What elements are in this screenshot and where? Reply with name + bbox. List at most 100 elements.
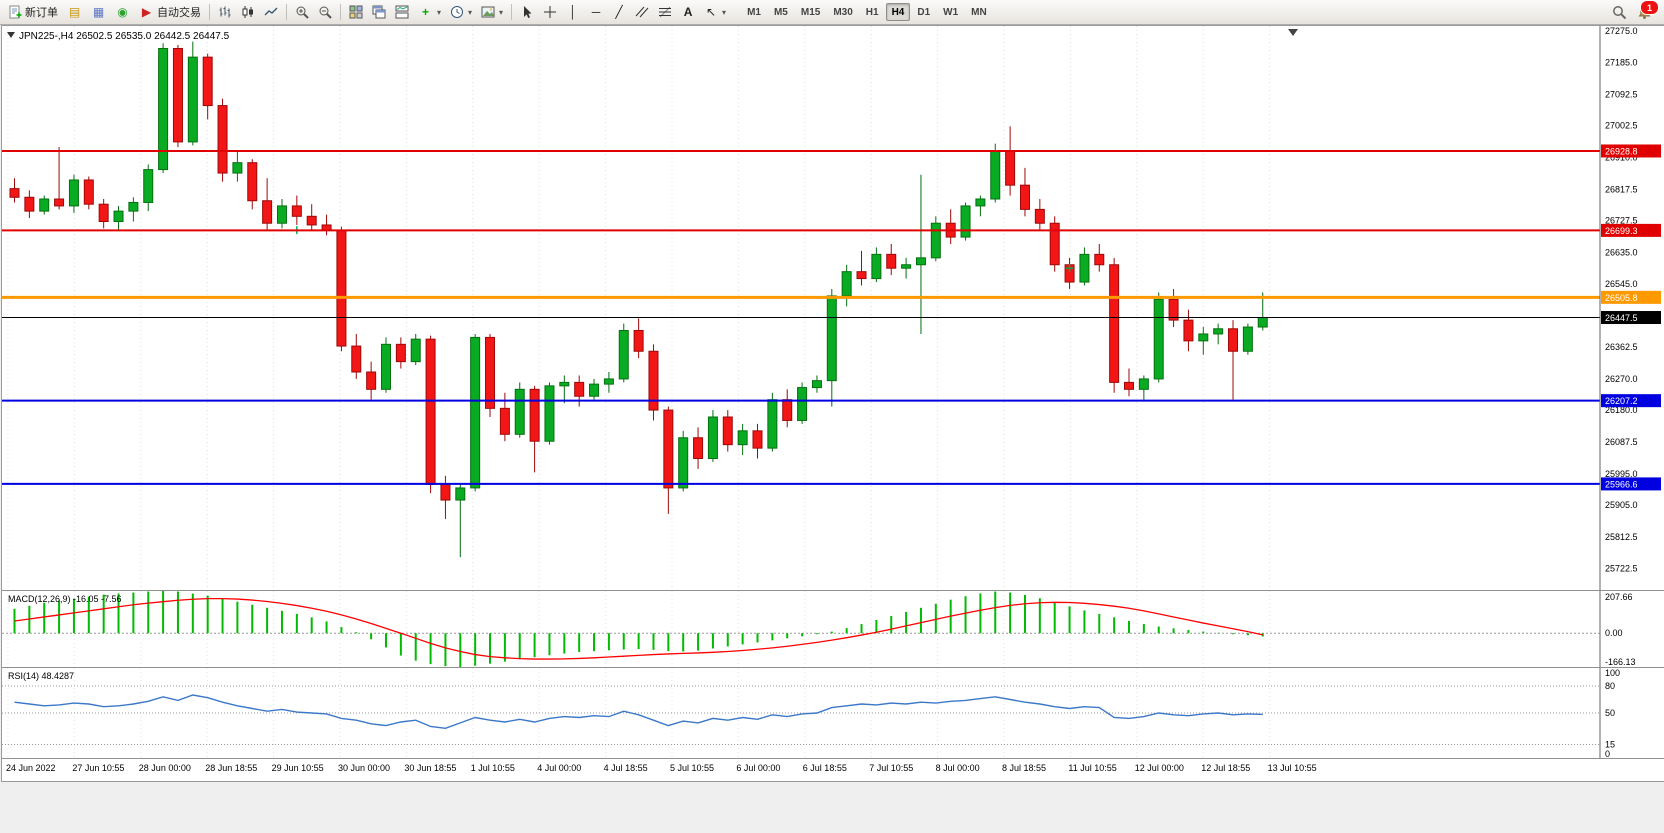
tile-windows-icon [349,5,363,19]
zoom-out-button[interactable] [314,2,336,22]
macd-label: MACD(12,26,9) -16.05 -7.56 [8,594,122,604]
line-chart-icon [264,7,278,16]
svg-text:26699.3: 26699.3 [1605,226,1638,236]
vertical-line-tool-button[interactable]: │ [562,2,584,22]
price-badge [1601,223,1661,237]
arrange-windows-button[interactable] [391,2,413,22]
arrows-tool-button[interactable]: ↖ ▾ [700,2,730,22]
time-axis-label: 6 Jul 00:00 [736,763,781,773]
tile-windows-button[interactable] [345,2,367,22]
trendline-tool-button[interactable]: ╱ [608,2,630,22]
channel-tool-button[interactable] [631,2,653,22]
cascade-windows-icon [372,5,386,19]
svg-text:25905.0: 25905.0 [1605,500,1638,510]
horizontal-line-tool-button[interactable]: ─ [585,2,607,22]
new-order-button[interactable]: 新订单 [4,2,62,22]
notifications-button[interactable]: 1 [1633,0,1659,22]
pane-splitter[interactable] [2,667,1664,668]
svg-text:26270.0: 26270.0 [1605,374,1638,384]
time-axis-label: 12 Jul 00:00 [1134,763,1184,773]
cascade-windows-button[interactable] [368,2,390,22]
chart-shift-marker [1288,29,1298,36]
svg-text:-166.13: -166.13 [1605,657,1636,667]
new-chart-button[interactable]: + ▾ [414,2,445,22]
time-axis-label: 4 Jul 18:55 [603,763,648,773]
tf-m15-button[interactable]: M15 [795,3,826,21]
toolbar: 新订单 ▤ ▦ ◉ ▶ 自动交易 [0,0,1664,25]
time-axis-label: 30 Jun 18:55 [404,763,457,773]
navigator-button[interactable]: ◉ [111,2,134,22]
pane-splitter[interactable] [2,590,1664,591]
template-image-icon [481,6,495,18]
time-axis-label: 28 Jun 00:00 [138,763,191,773]
tf-h1-button[interactable]: H1 [860,3,885,21]
notification-badge: 1 [1640,0,1659,15]
main-chart-pane[interactable]: 27275.0 27185.0 27092.5 27002.5 26910.0 26817… [2,26,1662,590]
new-order-label: 新订单 [25,7,58,19]
data-window-icon: ▦ [92,5,105,19]
time-axis-label: 28 Jun 18:55 [205,763,258,773]
tf-m5-button[interactable]: M5 [768,3,794,21]
macd-pane[interactable]: 207.66 0.00 -166.13 MACD(12,26,9) -16.05 -7… [2,591,1662,667]
text-tool-button[interactable]: A [677,2,699,22]
svg-text:26180.0: 26180.0 [1605,405,1638,415]
chevron-down-icon: ▾ [499,7,504,17]
tf-mn-button[interactable]: MN [965,3,993,21]
time-axis[interactable]: 24 Jun 2022 27 Jun 10:55 28 Jun 00:00 28 Ju… [2,759,1664,781]
price-badge [1601,144,1661,158]
tf-d1-button[interactable]: D1 [911,3,936,21]
line-chart-type-button[interactable] [260,2,282,22]
arrow-icon: ↖ [706,5,717,19]
search-button[interactable] [1608,2,1631,22]
periods-button[interactable]: ▾ [446,2,476,22]
time-axis-label: 6 Jul 18:55 [802,763,847,773]
bar-chart-type-button[interactable] [214,2,236,22]
crosshair-tool-button[interactable] [539,2,561,22]
time-axis-label: 4 Jul 00:00 [537,763,582,773]
svg-text:27185.0: 27185.0 [1605,57,1638,67]
zoom-in-button[interactable] [291,2,313,22]
chevron-down-icon: ▾ [437,7,442,17]
svg-text:25812.5: 25812.5 [1605,532,1638,542]
auto-trading-button[interactable]: ▶ 自动交易 [135,2,205,22]
footer-space [0,784,1664,833]
svg-text:26207.2: 26207.2 [1605,396,1638,406]
timeframe-toolbar: M1 M5 M15 M30 H1 H4 D1 W1 MN [741,3,993,21]
svg-text:25995.0: 25995.0 [1605,469,1638,479]
tf-h4-button[interactable]: H4 [885,3,911,21]
time-axis-label: 8 Jul 18:55 [1002,763,1047,773]
cursor-icon [524,6,532,18]
tf-m1-button[interactable]: M1 [741,3,767,21]
time-axis-label: 27 Jun 10:55 [72,763,125,773]
rsi-pane[interactable]: 100 80 50 150 RSI(14) 48.4287 [2,668,1662,758]
time-axis-label: 5 Jul 10:55 [670,763,715,773]
time-axis-label: 7 Jul 10:55 [869,763,914,773]
toolbar-right: 1 [1608,0,1660,22]
time-axis-label: 24 Jun 2022 [6,763,56,773]
svg-text:26910.0: 26910.0 [1605,152,1638,162]
price-badge [1601,290,1661,304]
price-badge [1601,477,1661,491]
arrange-windows-icon [395,5,409,19]
svg-text:26545.0: 26545.0 [1605,279,1638,289]
candlestick-type-button[interactable] [237,2,259,22]
svg-text:26635.0: 26635.0 [1605,248,1638,258]
time-axis-label: 30 Jun 00:00 [338,763,391,773]
time-axis-label: 8 Jul 00:00 [935,763,980,773]
market-watch-button[interactable]: ▤ [63,2,86,22]
svg-text:26505.8: 26505.8 [1605,293,1638,303]
svg-text:26727.5: 26727.5 [1605,216,1638,226]
svg-text:26087.5: 26087.5 [1605,437,1638,447]
svg-text:0.00: 0.00 [1605,628,1623,638]
toolbar-separator [340,4,341,20]
crosshair-icon [544,6,557,18]
cursor-tool-button[interactable] [516,2,538,22]
templates-button[interactable]: ▾ [477,2,507,22]
market-watch-icon: ▤ [68,5,81,19]
fibonacci-tool-button[interactable] [654,2,676,22]
tf-w1-button[interactable]: W1 [937,3,964,21]
data-window-button[interactable]: ▦ [87,2,110,22]
toolbar-separator [209,4,210,20]
price-badge [1601,394,1661,408]
tf-m30-button[interactable]: M30 [827,3,858,21]
